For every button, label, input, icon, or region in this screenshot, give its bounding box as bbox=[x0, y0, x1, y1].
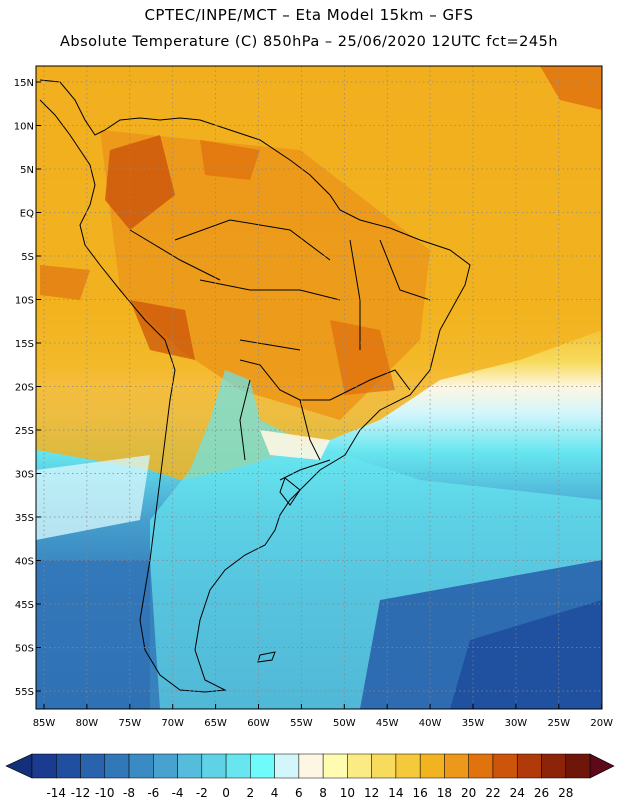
colorbar-label: 14 bbox=[388, 786, 403, 800]
lat-tick-label: EQ bbox=[20, 209, 34, 220]
colorbar-label: 24 bbox=[510, 786, 525, 800]
lat-tick-label: 35S bbox=[15, 513, 34, 524]
lon-tick-label: 80W bbox=[76, 718, 99, 729]
colorbar-segment bbox=[177, 753, 203, 779]
lat-tick-label: 50S bbox=[15, 644, 34, 655]
colorbar-label: -8 bbox=[123, 786, 135, 800]
colorbar-segment bbox=[250, 753, 275, 779]
lat-tick-label: 15S bbox=[15, 339, 34, 350]
colorbar-label: 16 bbox=[413, 786, 428, 800]
lon-tick-label: 70W bbox=[161, 718, 184, 729]
lat-tick-label: 30S bbox=[15, 470, 34, 481]
colorbar-segment bbox=[516, 753, 542, 779]
lon-tick-label: 25W bbox=[547, 718, 570, 729]
lon-tick-label: 75W bbox=[118, 718, 141, 729]
temperature-field bbox=[36, 66, 602, 709]
colorbar-segment bbox=[128, 753, 154, 779]
colorbar: -14 -12 -10 -8 -6 -4 -2 0 2 4 6 8 10 12 14 16 18 20 22 24 26… bbox=[5, 753, 615, 800]
colorbar-label: 18 bbox=[437, 786, 452, 800]
colorbar-label: -10 bbox=[95, 786, 115, 800]
colorbar-label: 2 bbox=[247, 786, 255, 800]
lon-tick-label: 30W bbox=[505, 718, 528, 729]
colorbar-label: 26 bbox=[534, 786, 549, 800]
lat-tick-label: 25S bbox=[15, 426, 34, 437]
colorbar-label: 8 bbox=[319, 786, 327, 800]
colorbar-label: 28 bbox=[558, 786, 573, 800]
colorbar-label: 10 bbox=[340, 786, 355, 800]
colorbar-segment bbox=[371, 753, 397, 779]
lon-tick-label: 60W bbox=[247, 718, 270, 729]
colorbar-segment bbox=[56, 753, 81, 779]
lat-tick-label: 45S bbox=[15, 600, 34, 611]
colorbar-label: 12 bbox=[364, 786, 379, 800]
colorbar-segment bbox=[225, 753, 251, 779]
chart-subtitle: Absolute Temperature (C) 850hPa – 25/06/… bbox=[59, 34, 559, 50]
colorbar-label: 20 bbox=[461, 786, 476, 800]
colorbar-segment bbox=[565, 753, 591, 779]
longitude-axis: 85W 80W 75W 70W 65W 60W 55W 50W 45W 40W 35W 30W 25W 2… bbox=[33, 704, 613, 729]
lat-tick-label: 40S bbox=[15, 557, 34, 568]
colorbar-segment bbox=[201, 753, 227, 779]
colorbar-segment bbox=[31, 753, 57, 779]
lat-tick-label: 5N bbox=[20, 165, 34, 176]
chart-title: CPTEC/INPE/MCT – Eta Model 15km – GFS bbox=[144, 6, 474, 24]
lon-tick-label: 55W bbox=[290, 718, 313, 729]
colorbar-segment bbox=[104, 753, 130, 779]
latitude-axis: 15N 10N 5N EQ 5S 10S 15S 20S 25S 30S 35S 40S 45S 50S 5… bbox=[14, 78, 41, 698]
lon-tick-label: 65W bbox=[204, 718, 227, 729]
colorbar-segment bbox=[80, 753, 106, 779]
colorbar-label: -4 bbox=[172, 786, 184, 800]
colorbar-label: -14 bbox=[46, 786, 66, 800]
colorbar-segment bbox=[419, 753, 445, 779]
colorbar-low-arrow bbox=[5, 753, 33, 779]
lon-tick-label: 40W bbox=[419, 718, 442, 729]
lat-tick-label: 5S bbox=[21, 252, 34, 263]
colorbar-label: -6 bbox=[147, 786, 159, 800]
lat-tick-label: 20S bbox=[15, 383, 34, 394]
colorbar-segment bbox=[322, 753, 348, 779]
colorbar-label: -2 bbox=[196, 786, 208, 800]
colorbar-segment bbox=[153, 753, 178, 779]
colorbar-segment bbox=[274, 753, 300, 779]
lon-tick-label: 20W bbox=[590, 718, 613, 729]
colorbar-segment bbox=[347, 753, 372, 779]
colorbar-label: 22 bbox=[485, 786, 500, 800]
colorbar-segment bbox=[298, 753, 324, 779]
lon-tick-label: 50W bbox=[333, 718, 356, 729]
lat-tick-label: 10N bbox=[14, 122, 34, 133]
south-america-coastline bbox=[39, 79, 471, 693]
colorbar-high-arrow bbox=[589, 753, 615, 779]
lat-tick-label: 15N bbox=[14, 78, 34, 89]
colorbar-label: 4 bbox=[271, 786, 279, 800]
colorbar-segment bbox=[468, 753, 494, 779]
colorbar-label: 0 bbox=[222, 786, 230, 800]
lat-lon-grid bbox=[36, 66, 603, 709]
lat-tick-label: 10S bbox=[15, 296, 34, 307]
colorbar-label: 6 bbox=[295, 786, 303, 800]
colorbar-label: -12 bbox=[71, 786, 91, 800]
lon-tick-label: 45W bbox=[376, 718, 399, 729]
colorbar-segment bbox=[395, 753, 421, 779]
lat-tick-label: 55S bbox=[15, 687, 34, 698]
colorbar-segment bbox=[492, 753, 518, 779]
colorbar-segment bbox=[541, 753, 566, 779]
colorbar-segment bbox=[444, 753, 469, 779]
lon-tick-label: 35W bbox=[462, 718, 485, 729]
lon-tick-label: 85W bbox=[33, 718, 56, 729]
map-frame bbox=[35, 65, 603, 710]
